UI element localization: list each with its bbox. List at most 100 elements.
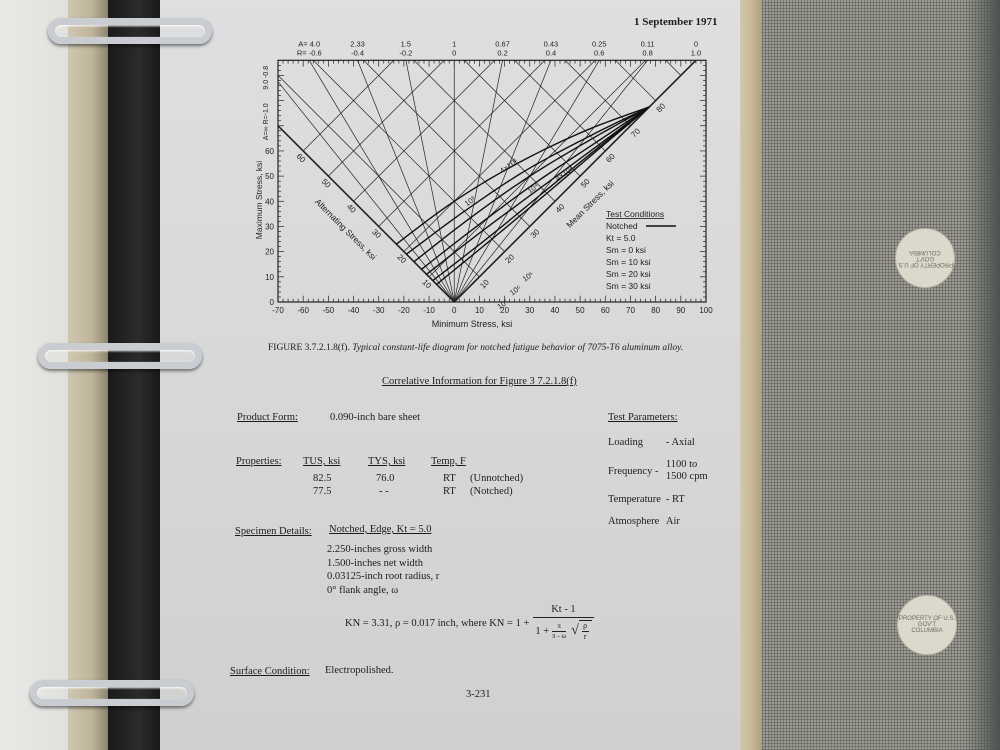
formula-fraction: Kt - 1 1 + π π - ω √ ρ r: [533, 604, 594, 642]
param-value: Air: [665, 516, 680, 527]
legend-line: Kt = 5.0: [606, 233, 636, 243]
life-curve: [413, 106, 650, 263]
y-tick-label: 60: [265, 147, 274, 156]
ratio-label-R: 0.4: [546, 48, 556, 57]
mean-grid-line: [514, 60, 606, 152]
param-value-group: 1100 to 1500 cpm: [666, 459, 708, 483]
specimen-line: 2.250-inches gross width: [327, 544, 433, 555]
mean-tick-label: 20: [503, 252, 516, 265]
x-tick-label: 30: [525, 306, 534, 315]
formula-text: KN = 3.31, ρ = 0.017 inch, where KN = 1 …: [345, 617, 530, 629]
param-name: Temperature: [608, 494, 661, 505]
legend: Test Conditions Notched Kt = 5.0 Sm = 0 …: [606, 209, 676, 291]
property-stamp-bottom: PROPERTY OF U.S. GOV'T COLUMBIA: [897, 595, 957, 655]
specimen-line: 0° flank angle, ω: [327, 585, 399, 596]
stress-ratio-line: [453, 60, 600, 303]
mean-tick-label: 30: [529, 227, 542, 240]
x-tick-label: 80: [651, 306, 660, 315]
left-page-edge: [68, 0, 108, 750]
stress-ratio-line: [453, 59, 697, 303]
stress-ratio-line: [453, 60, 503, 303]
legend-line: Sm = 0 ksi: [606, 245, 646, 255]
correlative-title: Correlative Information for Figure 3 7.2…: [382, 376, 577, 387]
x-tick-label: 100: [699, 306, 713, 315]
life-curve: [426, 106, 650, 275]
x-tick-label: 50: [576, 306, 585, 315]
mean-tick-label: 70: [629, 126, 642, 139]
ratio-label-R: 0.2: [497, 48, 507, 57]
binder-ring-top: [48, 18, 212, 44]
formula-numerator: Kt - 1: [551, 604, 576, 615]
legend-line: Sm = 30 ksi: [606, 281, 651, 291]
ratio-label-A: A=∞ R=-1.0: [263, 103, 270, 140]
ratio-label-R: 0.8: [642, 48, 652, 57]
mean-grid-line: [278, 74, 480, 278]
ratio-label-A: 1: [452, 39, 456, 48]
specimen-header: Notched, Edge, Kt = 5.0: [329, 524, 432, 535]
pi-numerator: π: [557, 621, 561, 630]
stress-ratio-line: [405, 60, 455, 303]
param-value: 1500 cpm: [665, 471, 708, 482]
y-tick-label: 10: [265, 273, 274, 282]
alternating-grid-line: [378, 60, 546, 227]
ratio-label-R: -0.4: [351, 48, 364, 57]
x-tick-label: -30: [373, 306, 385, 315]
table-cell: RT: [443, 473, 456, 484]
x-tick-label: -20: [398, 306, 410, 315]
table-cell: 82.5: [313, 473, 332, 484]
binder-ring-middle: [38, 343, 202, 369]
life-curve-label: 10⁶: [508, 283, 523, 297]
legend-line: Sm = 10 ksi: [606, 257, 651, 267]
table-cell: - -: [379, 486, 389, 497]
ratio-label-R: R= -0.6: [297, 48, 322, 57]
param-value: - RT: [665, 494, 685, 505]
mean-grid-line: [464, 60, 581, 177]
binder-spine: [108, 0, 170, 750]
ratio-label-R: 1.0: [691, 48, 701, 57]
life-curve-label: 4×10⁴: [553, 164, 575, 183]
ratio-label-A: 2.33: [350, 39, 365, 48]
legend-line: Sm = 20 ksi: [606, 269, 651, 279]
binder-ring-bottom: [30, 680, 194, 706]
y-tick-label: 40: [265, 197, 274, 206]
kn-formula: KN = 3.31, ρ = 0.017 inch, where KN = 1 …: [345, 604, 594, 642]
pi-denominator: π - ω: [552, 630, 567, 640]
ratio-label-A: 0.67: [495, 39, 510, 48]
ratio-label-R: 0: [452, 48, 456, 57]
x-axis-label: Minimum Stress, ksi: [432, 319, 513, 329]
mean-grid-line: [665, 60, 682, 76]
ratio-label-A: 0.43: [544, 39, 559, 48]
pi-fraction: π π - ω: [552, 621, 567, 641]
legend-title: Test Conditions: [606, 209, 664, 219]
formula-denominator-group: 1 + π π - ω √ ρ r: [533, 617, 594, 642]
x-tick-label: 70: [626, 306, 635, 315]
x-tick-label: -60: [297, 306, 309, 315]
legend-line: Notched: [606, 221, 638, 231]
properties-label: Properties:: [236, 456, 282, 467]
mean-grid-line: [564, 60, 631, 127]
alternating-grid-line: [328, 60, 445, 177]
mean-grid-line: [615, 60, 656, 101]
page-number: 3-231: [466, 689, 491, 700]
formula-denominator: 1 +: [535, 625, 550, 637]
x-tick-label: -10: [423, 306, 435, 315]
stamp-text: PROPERTY OF U.S. GOV'T: [898, 616, 956, 628]
life-curve: [405, 106, 650, 255]
alternating-grid-line: [353, 60, 495, 202]
y-tick-label: 0: [270, 298, 275, 307]
stress-ratio-line: [453, 60, 552, 303]
x-tick-label: 0: [452, 306, 457, 315]
life-curve-label: 10⁵: [521, 270, 536, 284]
surface-condition-value: Electropolished.: [325, 665, 394, 676]
ratio-label-A: 0.11: [641, 39, 655, 48]
x-tick-label: 40: [550, 306, 559, 315]
column-header: TUS, ksi: [303, 456, 341, 467]
sqrt-sign: √: [571, 623, 579, 638]
sqrt-fraction: ρ r: [578, 620, 592, 642]
specimen-line: 1.500-inches net width: [327, 558, 423, 569]
mean-tick-label: 40: [554, 202, 567, 215]
sqrt-numerator: ρ: [583, 621, 588, 630]
y-tick-label: 20: [265, 248, 274, 257]
column-header: Temp, F: [431, 456, 466, 467]
